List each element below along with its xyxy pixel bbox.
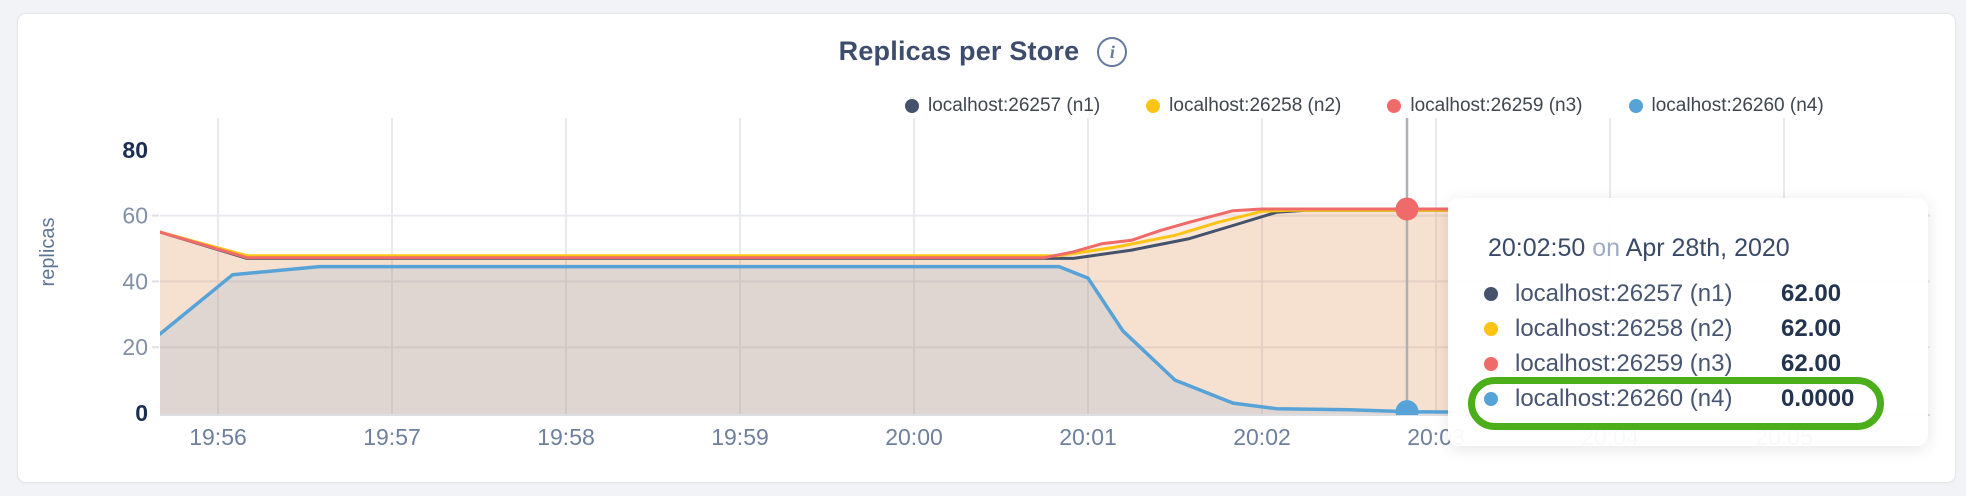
tooltip-row-label: localhost:26259 (n3) xyxy=(1515,349,1733,377)
legend-label: localhost:26259 (n3) xyxy=(1410,95,1583,116)
chart-tooltip: 20:02:50 on Apr 28th, 2020 localhost:262… xyxy=(1448,198,1928,446)
x-axis-label: 19:56 xyxy=(189,424,247,450)
series-area xyxy=(160,209,1451,415)
series-dot-icon xyxy=(1484,356,1498,371)
series-dot-icon xyxy=(1484,286,1498,301)
highlight-annotation xyxy=(1468,377,1884,430)
tooltip-row-value: 62.00 xyxy=(1781,279,1842,307)
legend-item-n3[interactable]: localhost:26259 (n3) xyxy=(1387,95,1583,117)
x-axis-label: 19:58 xyxy=(537,424,595,450)
tooltip-row-label: localhost:26257 (n1) xyxy=(1515,279,1733,307)
tooltip-row-value: 62.00 xyxy=(1781,349,1842,377)
y-axis-label: 0 xyxy=(135,400,148,426)
legend-label: localhost:26260 (n4) xyxy=(1651,95,1824,116)
hover-point xyxy=(1395,197,1419,221)
legend-label: localhost:26257 (n1) xyxy=(928,95,1101,116)
legend-item-n4[interactable]: localhost:26260 (n4) xyxy=(1628,95,1824,117)
chart-header: Replicas per Store i xyxy=(0,36,1966,67)
series-dot-icon xyxy=(905,99,919,113)
info-icon[interactable]: i xyxy=(1097,36,1128,67)
tooltip-row-value: 62.00 xyxy=(1781,314,1842,342)
tooltip-row-value: 0.0000 xyxy=(1781,384,1855,412)
tooltip-on-word: on xyxy=(1592,234,1621,262)
tooltip-timestamp: 20:02:50 on Apr 28th, 2020 xyxy=(1488,234,1900,263)
y-axis-title: replicas xyxy=(37,218,59,287)
series-area xyxy=(160,210,1451,415)
x-axis-label: 19:57 xyxy=(363,424,421,450)
legend-item-n2[interactable]: localhost:26258 (n2) xyxy=(1146,95,1341,117)
legend-item-n1[interactable]: localhost:26257 (n1) xyxy=(905,95,1100,117)
tooltip-row-n4: localhost:26260 (n4) 0.0000 xyxy=(1484,381,1900,416)
y-axis-label: 40 xyxy=(122,268,148,294)
y-axis-label: 80 xyxy=(122,137,148,163)
series-dot-icon xyxy=(1146,99,1161,113)
tooltip-row-label: localhost:26260 (n4) xyxy=(1515,384,1733,412)
series-dot-icon xyxy=(1387,99,1402,113)
series-line xyxy=(160,207,1452,260)
series-area xyxy=(160,210,1451,415)
y-axis-label: 20 xyxy=(122,334,148,360)
tooltip-row-label: localhost:26258 (n2) xyxy=(1515,314,1733,342)
tooltip-row-n2: localhost:26258 (n2) 62.00 xyxy=(1484,311,1900,346)
page-title: Replicas per Store xyxy=(838,36,1080,66)
tooltip-row-n1: localhost:26257 (n1) 62.00 xyxy=(1484,276,1900,311)
series-line xyxy=(160,264,1453,414)
x-axis-label: 20:01 xyxy=(1059,424,1117,450)
y-axis-label: 60 xyxy=(122,203,148,229)
x-axis-label: 20:00 xyxy=(885,424,943,450)
x-axis-label: 19:59 xyxy=(711,424,769,450)
series-line xyxy=(160,208,1452,258)
tooltip-time: 20:02:50 xyxy=(1488,234,1586,262)
hover-point xyxy=(1395,400,1419,415)
tooltip-row-n3: localhost:26259 (n3) 62.00 xyxy=(1484,346,1900,381)
series-dot-icon xyxy=(1484,321,1498,336)
tooltip-date: Apr 28th, 2020 xyxy=(1625,234,1790,262)
legend-label: localhost:26258 (n2) xyxy=(1169,95,1342,116)
chart-legend: localhost:26257 (n1) localhost:26258 (n2… xyxy=(905,95,1824,117)
series-dot-icon xyxy=(1628,99,1643,113)
x-axis-label: 20:02 xyxy=(1233,424,1291,450)
series-area xyxy=(160,266,1451,415)
